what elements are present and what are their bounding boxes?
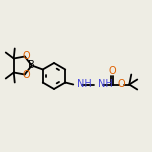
Text: O: O [118, 79, 126, 89]
Text: NH: NH [98, 79, 113, 89]
Text: O: O [22, 51, 30, 61]
Text: NH: NH [77, 79, 92, 89]
Text: O: O [108, 67, 116, 76]
Text: O: O [22, 70, 30, 80]
Text: B: B [28, 60, 35, 71]
